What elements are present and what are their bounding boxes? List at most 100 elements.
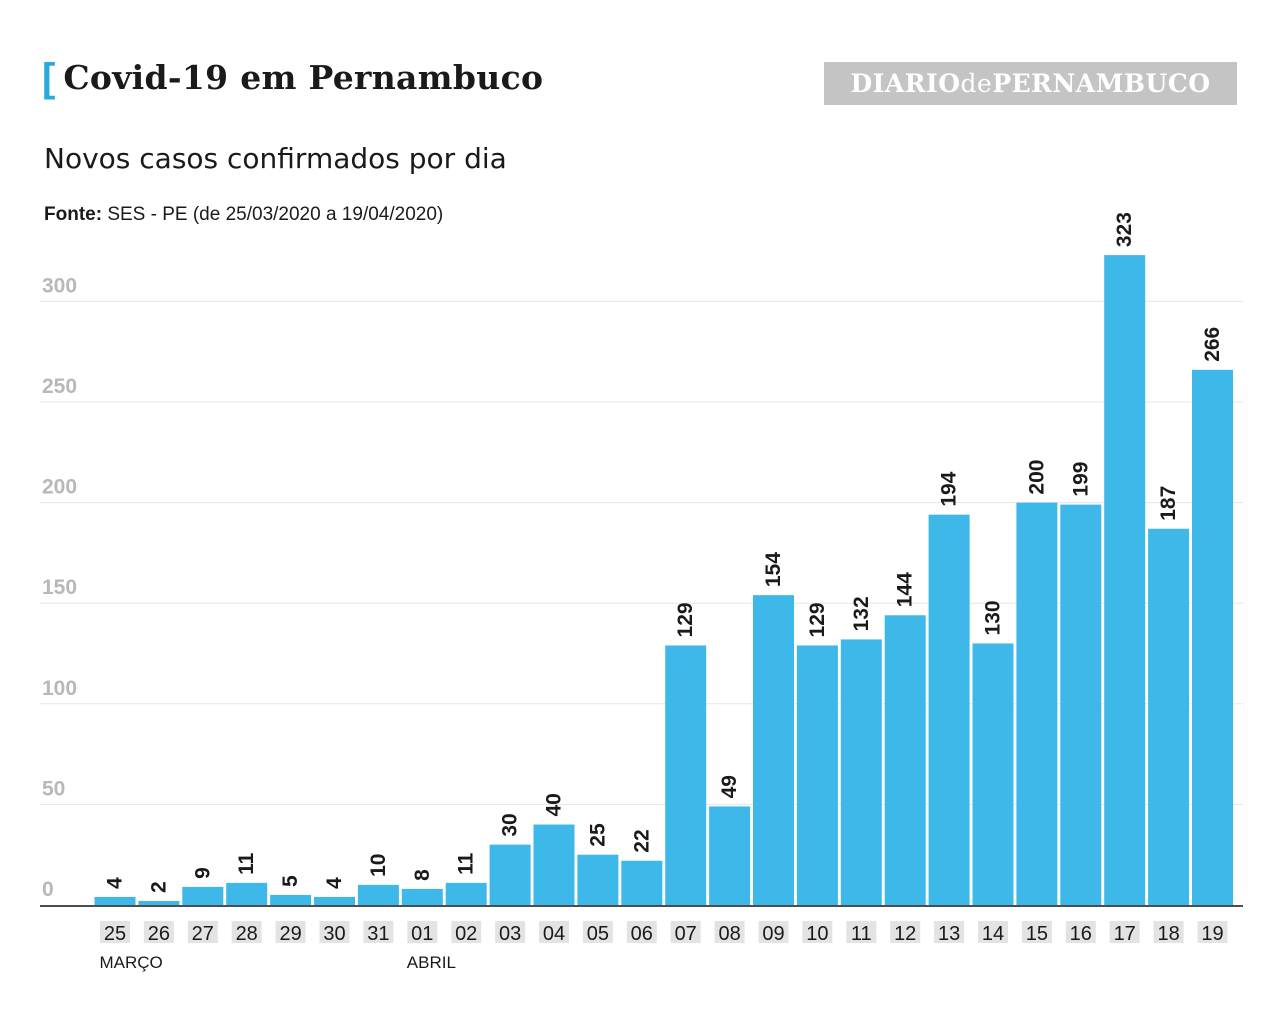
x-tick-label: 30 [323, 923, 345, 945]
x-tick-label: 02 [455, 923, 477, 945]
bar [1016, 502, 1058, 905]
x-tick-label: 04 [543, 923, 565, 945]
bar-value-label: 5 [279, 875, 302, 887]
bar [1148, 528, 1190, 905]
bar [357, 884, 399, 905]
bar [1104, 255, 1146, 905]
bar-value-label: 129 [674, 602, 697, 637]
bar [972, 643, 1014, 905]
bar-value-label: 8 [411, 869, 434, 881]
x-tick-bg [1109, 921, 1140, 943]
bar-value-label: 4 [104, 877, 127, 889]
bar [94, 896, 136, 905]
bar [138, 900, 180, 905]
bar-value-label: 10 [367, 854, 390, 877]
bar-value-label: 266 [1201, 327, 1224, 362]
source-label: Fonte: [44, 204, 103, 225]
bar-value-label: 194 [938, 471, 961, 506]
x-tick-bg [143, 921, 174, 943]
source-text: SES - PE (de 25/03/2020 a 19/04/2020) [102, 204, 444, 225]
y-tick-label: 250 [42, 375, 77, 398]
bar-value-label: 199 [1069, 462, 1092, 497]
x-tick-bg [934, 921, 965, 943]
source-note: Fonte: SES - PE (de 25/03/2020 a 19/04/2… [44, 204, 443, 226]
x-tick-bg [100, 921, 130, 943]
x-tick-bg [890, 921, 921, 943]
bar [314, 896, 355, 905]
x-tick-label: 06 [631, 923, 653, 945]
x-tick-bg [1197, 921, 1228, 943]
x-tick-label: 19 [1201, 923, 1223, 945]
x-tick-bg [363, 921, 394, 943]
bar [270, 894, 312, 905]
x-tick-bg [407, 921, 438, 943]
x-tick-label: 16 [1070, 923, 1092, 945]
x-tick-label: 15 [1026, 923, 1048, 945]
bar-value-label: 187 [1157, 486, 1180, 521]
y-tick-label: 50 [42, 777, 65, 800]
x-tick-label: 11 [851, 923, 872, 945]
bar [445, 882, 487, 905]
month-label: ABRIL [407, 953, 456, 972]
bar [665, 645, 707, 905]
bar-value-label: 11 [235, 852, 258, 875]
bar-value-label: 132 [850, 596, 873, 631]
x-tick-label: 01 [411, 923, 433, 945]
y-tick-label: 150 [42, 576, 77, 599]
x-tick-label: 07 [675, 923, 697, 945]
bar-value-label: 154 [762, 552, 785, 587]
x-tick-bg [275, 921, 306, 943]
x-tick-label: 13 [938, 923, 960, 945]
y-tick-label: 100 [42, 677, 77, 700]
x-tick-label: 12 [894, 923, 916, 945]
bar-value-label: 130 [982, 600, 1005, 635]
x-tick-bg [670, 921, 701, 943]
x-tick-bg [978, 921, 1008, 943]
chart-title: Covid-19 em Pernambuco [63, 58, 544, 97]
bar [621, 860, 663, 905]
title-block: [ Covid-19 em Pernambuco [42, 58, 544, 98]
x-tick-label: 03 [499, 923, 521, 945]
x-tick-label: 26 [148, 923, 170, 945]
x-tick-bg [539, 921, 569, 943]
x-tick-label: 05 [587, 923, 609, 945]
x-tick-label: 17 [1114, 923, 1136, 945]
publisher-logo: DIARIOdePERNAMBUCO [824, 62, 1237, 105]
bar-value-label: 129 [806, 602, 829, 637]
bar [884, 615, 926, 905]
x-tick-label: 08 [718, 923, 740, 945]
x-tick-bg [802, 921, 833, 943]
bar [577, 854, 619, 905]
bar [1060, 504, 1102, 905]
x-tick-label: 18 [1157, 923, 1179, 945]
bar-value-label: 40 [543, 793, 566, 816]
bar [928, 514, 970, 905]
x-tick-bg [231, 921, 262, 943]
x-tick-label: 10 [806, 923, 828, 945]
x-tick-bg [626, 921, 657, 943]
y-tick-label: 200 [42, 476, 77, 499]
bar [1192, 369, 1233, 906]
x-tick-bg [758, 921, 789, 943]
x-tick-label: 31 [367, 923, 389, 945]
x-tick-label: 14 [982, 923, 1004, 945]
x-tick-bg [495, 921, 526, 943]
chart-subtitle: Novos casos confirmados por dia [44, 142, 507, 175]
y-tick-label: 300 [42, 274, 77, 297]
bar-value-label: 25 [586, 823, 609, 847]
x-tick-label: 27 [192, 923, 214, 945]
bar-value-label: 49 [718, 775, 741, 798]
bar-value-label: 323 [1113, 212, 1136, 247]
bar [840, 639, 882, 905]
x-tick-bg [1065, 921, 1096, 943]
bar-value-label: 4 [323, 877, 346, 889]
bar [489, 844, 531, 905]
publisher-logo-text: DIARIOdePERNAMBUCO [850, 69, 1210, 98]
logo-part-diario: DIARIO [850, 69, 961, 98]
bar-value-label: 30 [499, 813, 522, 836]
y-tick-label: 0 [42, 878, 54, 901]
bar [753, 595, 794, 905]
bar [401, 888, 443, 905]
x-tick-label: 25 [104, 923, 126, 945]
